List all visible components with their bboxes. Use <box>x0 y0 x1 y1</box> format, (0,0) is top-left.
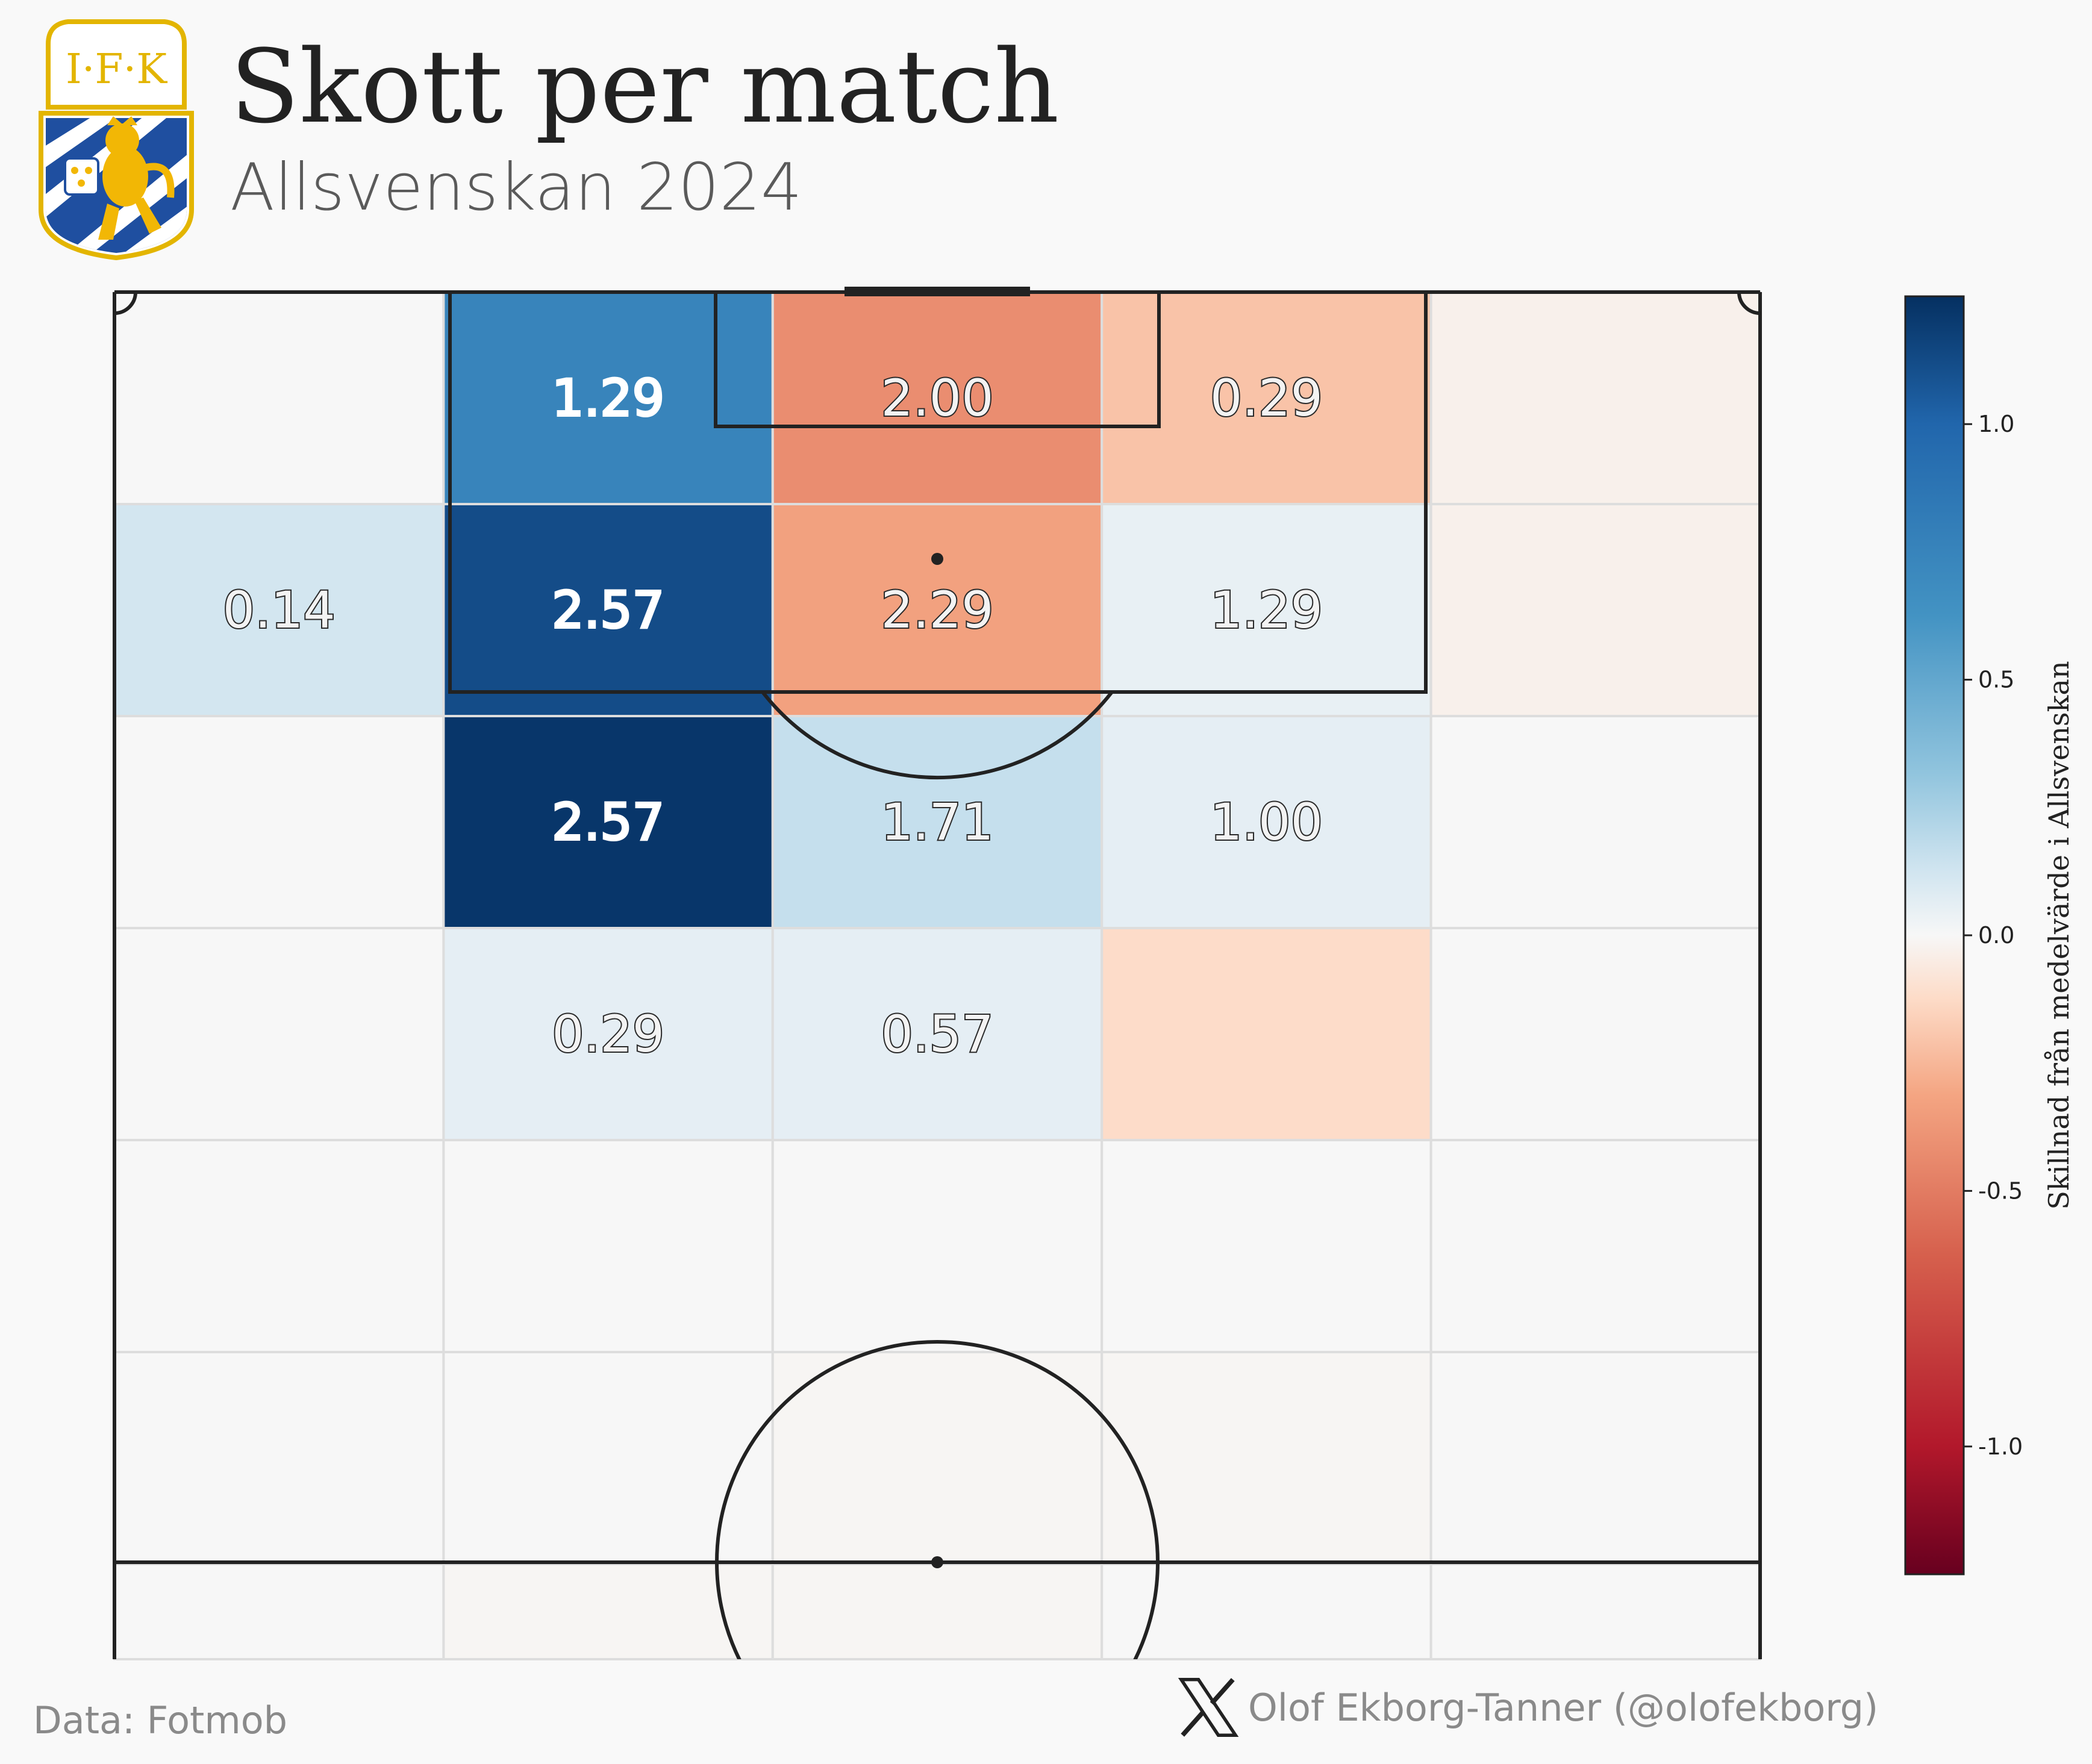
heatmap-cell <box>113 927 445 1141</box>
heatmap-cell <box>442 503 774 717</box>
heatmap-cell <box>113 291 445 505</box>
heatmap-cell <box>1101 291 1432 505</box>
cell-value-label: 0.29 <box>552 1005 664 1064</box>
heatmap-cell <box>1101 715 1432 929</box>
cell-value-label: 1.29 <box>1210 581 1323 640</box>
cell-value-label: 2.57 <box>552 581 664 640</box>
heatmap-cell <box>1429 291 1762 505</box>
cell-value-label: 2.00 <box>881 369 993 428</box>
center-circle <box>715 1340 1160 1659</box>
heatmap-cell <box>442 1139 774 1353</box>
cell-value-label: 0.29 <box>1210 369 1323 428</box>
cell-value-label: 1.71 <box>881 793 993 852</box>
heatmap-cell <box>442 715 774 929</box>
heatmap-cell <box>1101 503 1432 717</box>
heatmap-cell <box>1429 503 1762 717</box>
heatmap-cell <box>1429 1351 1762 1565</box>
heatmap-values: 1.29 2.00 0.29 0.14 2.57 2.29 1.29 2.57 1.71 1.00… <box>222 367 1324 1065</box>
author-name: Olof Ekborg-Tanner (@olofekborg) <box>1248 1685 1879 1730</box>
chart-subtitle: Allsvenskan 2024 <box>230 150 802 225</box>
heatmap-cell <box>113 1351 445 1565</box>
heatmap-cell <box>1429 1563 1762 1660</box>
logo-text: I·F·K <box>66 46 167 93</box>
heatmap-cell <box>113 503 445 717</box>
heatmap-cell <box>1429 715 1762 929</box>
heatmap-cell <box>113 715 445 929</box>
heatmap-cell <box>1429 1139 1762 1353</box>
heatmap-cell <box>771 927 1104 1141</box>
heatmap-cell <box>1101 1351 1432 1565</box>
penalty-spot <box>931 553 943 565</box>
colorbar-tick-label: 1.0 <box>1978 411 2014 437</box>
cell-value-label: 2.29 <box>881 581 993 640</box>
heatmap-cell <box>771 503 1104 717</box>
corner-arc-right <box>1737 291 1761 315</box>
heatmap-cell <box>442 291 774 505</box>
colorbar-tick-label: 0.0 <box>1978 922 2014 949</box>
colorbar-tick-label: 0.5 <box>1978 667 2014 693</box>
heatmap-cell <box>771 1351 1104 1565</box>
heatmap-cell <box>1101 927 1432 1141</box>
heatmap-cell <box>442 1351 774 1565</box>
colorbar-bar <box>1904 295 1965 1575</box>
cell-value-label: 0.14 <box>223 581 336 640</box>
heatmap-cell <box>771 1139 1104 1353</box>
penalty-arc <box>761 691 1114 780</box>
colorbar-tick-label: -1.0 <box>1978 1433 2023 1460</box>
heatmap-cell <box>113 1139 445 1353</box>
colorbar: 1.0 0.5 0.0 -0.5 -1.0 Skillnad från medelvär… <box>1904 295 2075 1575</box>
center-spot <box>931 1556 943 1568</box>
colorbar-label: Skillnad från medelvärde i Allsvenskan <box>2043 661 2075 1209</box>
heatmap-cells <box>113 291 1762 1660</box>
ifk-logo: I·F·K <box>39 19 194 261</box>
x-logo-icon <box>1178 1678 1239 1737</box>
cell-value-label: 2.57 <box>552 793 664 852</box>
heatmap-cell <box>771 1563 1104 1660</box>
cell-value-label: 0.57 <box>881 1005 993 1064</box>
colorbar-ticks: 1.0 0.5 0.0 -0.5 -1.0 <box>1964 411 2023 1460</box>
cell-value-label: 1.29 <box>552 369 664 428</box>
data-source: Data: Fotmob <box>33 1698 288 1742</box>
heatmap-cell <box>1429 927 1762 1141</box>
colorbar-tick-label: -0.5 <box>1978 1177 2023 1204</box>
chart-title: Skott per match <box>230 28 1060 146</box>
heatmap-cell <box>113 1563 445 1660</box>
heatmap-cell <box>771 715 1104 929</box>
author-credit: Olof Ekborg-Tanner (@olofekborg) <box>1175 1674 1878 1741</box>
cell-value-label: 1.00 <box>1210 793 1323 852</box>
heatmap-cell <box>1101 1139 1432 1353</box>
corner-arc-left <box>114 291 137 315</box>
